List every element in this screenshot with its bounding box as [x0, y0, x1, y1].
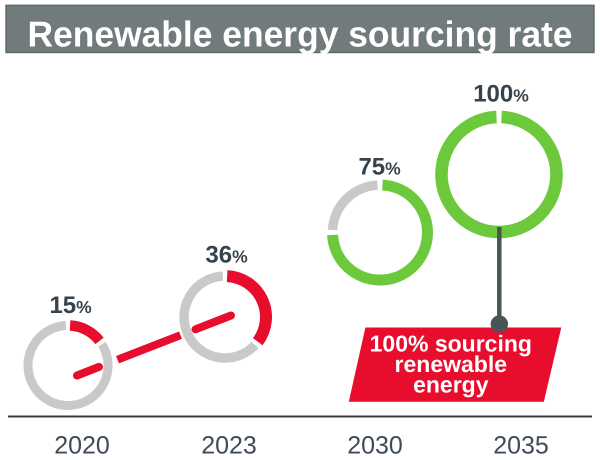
- svg-text:energy: energy: [413, 372, 489, 398]
- svg-text:2020: 2020: [54, 432, 110, 460]
- svg-text:100%: 100%: [473, 80, 529, 107]
- svg-text:100% sourcing: 100% sourcing: [370, 331, 532, 357]
- svg-text:15%: 15%: [49, 292, 92, 319]
- svg-text:75%: 75%: [358, 154, 401, 181]
- svg-text:2023: 2023: [201, 432, 257, 460]
- svg-text:2035: 2035: [493, 432, 549, 460]
- svg-text:Renewable energy sourcing rate: Renewable energy sourcing rate: [28, 14, 573, 55]
- svg-text:renewable: renewable: [395, 351, 508, 377]
- svg-text:36%: 36%: [205, 242, 248, 269]
- svg-text:2030: 2030: [347, 432, 403, 460]
